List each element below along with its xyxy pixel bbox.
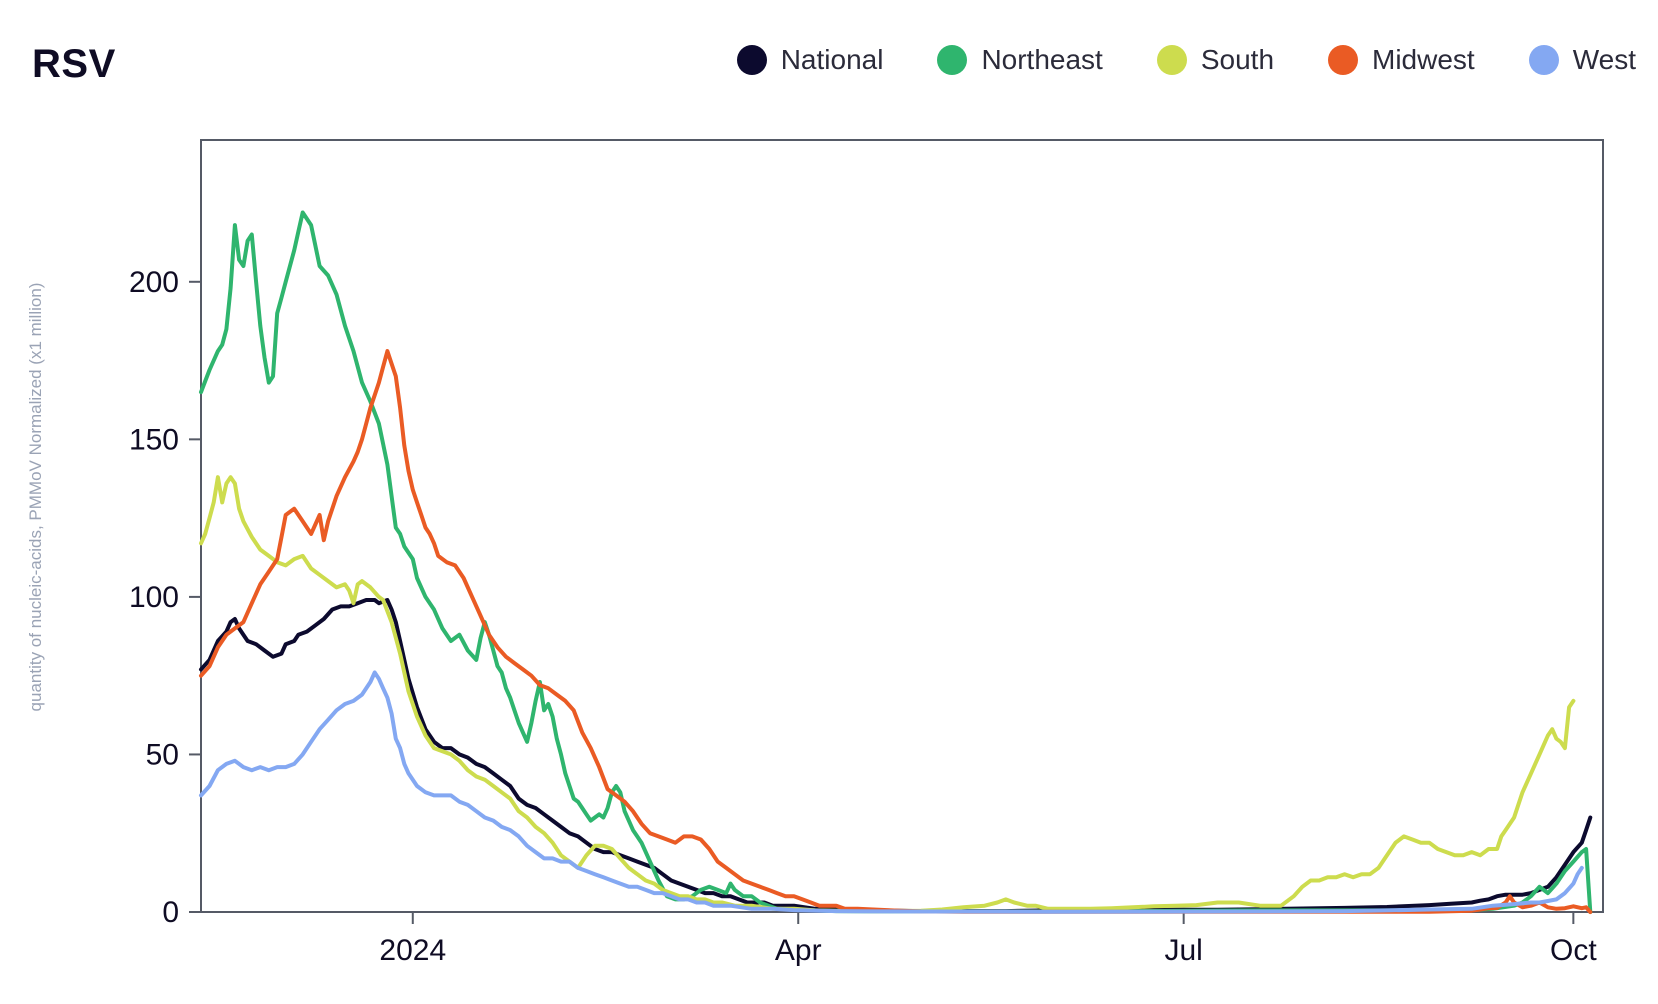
x-tick-label: 2024 (379, 934, 446, 967)
series-line-south (199, 475, 1576, 914)
legend-label: Northeast (981, 44, 1103, 75)
y-tick-label: 50 (146, 738, 179, 771)
series-line-midwest (199, 349, 1593, 914)
legend-item-midwest: Midwest (1328, 44, 1475, 76)
legend-label: National (780, 44, 884, 75)
legend-swatch (1528, 45, 1559, 75)
legend-label: Midwest (1372, 44, 1475, 75)
legend-swatch (1156, 45, 1187, 75)
series-line-northeast (199, 210, 1593, 914)
series-line-west (199, 670, 1584, 914)
legend-swatch (1328, 45, 1359, 75)
legend-swatch (736, 45, 767, 75)
plot-area-frame (200, 139, 1604, 913)
legend-item-south: South (1156, 44, 1275, 76)
legend-item-northeast: Northeast (937, 44, 1103, 76)
x-tick-label: Jul (1164, 934, 1202, 967)
legend-label: South (1200, 44, 1275, 75)
legend-item-west: West (1528, 44, 1636, 76)
y-tick-label: 200 (129, 266, 179, 299)
x-tick-label: Oct (1550, 934, 1597, 967)
x-tick-label: Apr (775, 934, 822, 967)
y-axis-title: quantity of nucleic-acids, PMMoV Normali… (26, 283, 45, 712)
chart-title: RSV (32, 42, 116, 86)
legend-swatch (937, 45, 968, 75)
legend-item-national: National (736, 44, 884, 76)
chart-legend: National Northeast South Midwest West (736, 44, 1636, 76)
y-tick-label: 100 (129, 581, 179, 614)
series-line-national (199, 598, 1593, 914)
y-tick-label: 0 (162, 896, 179, 929)
y-tick-label: 150 (129, 423, 179, 456)
legend-label: West (1572, 44, 1636, 75)
